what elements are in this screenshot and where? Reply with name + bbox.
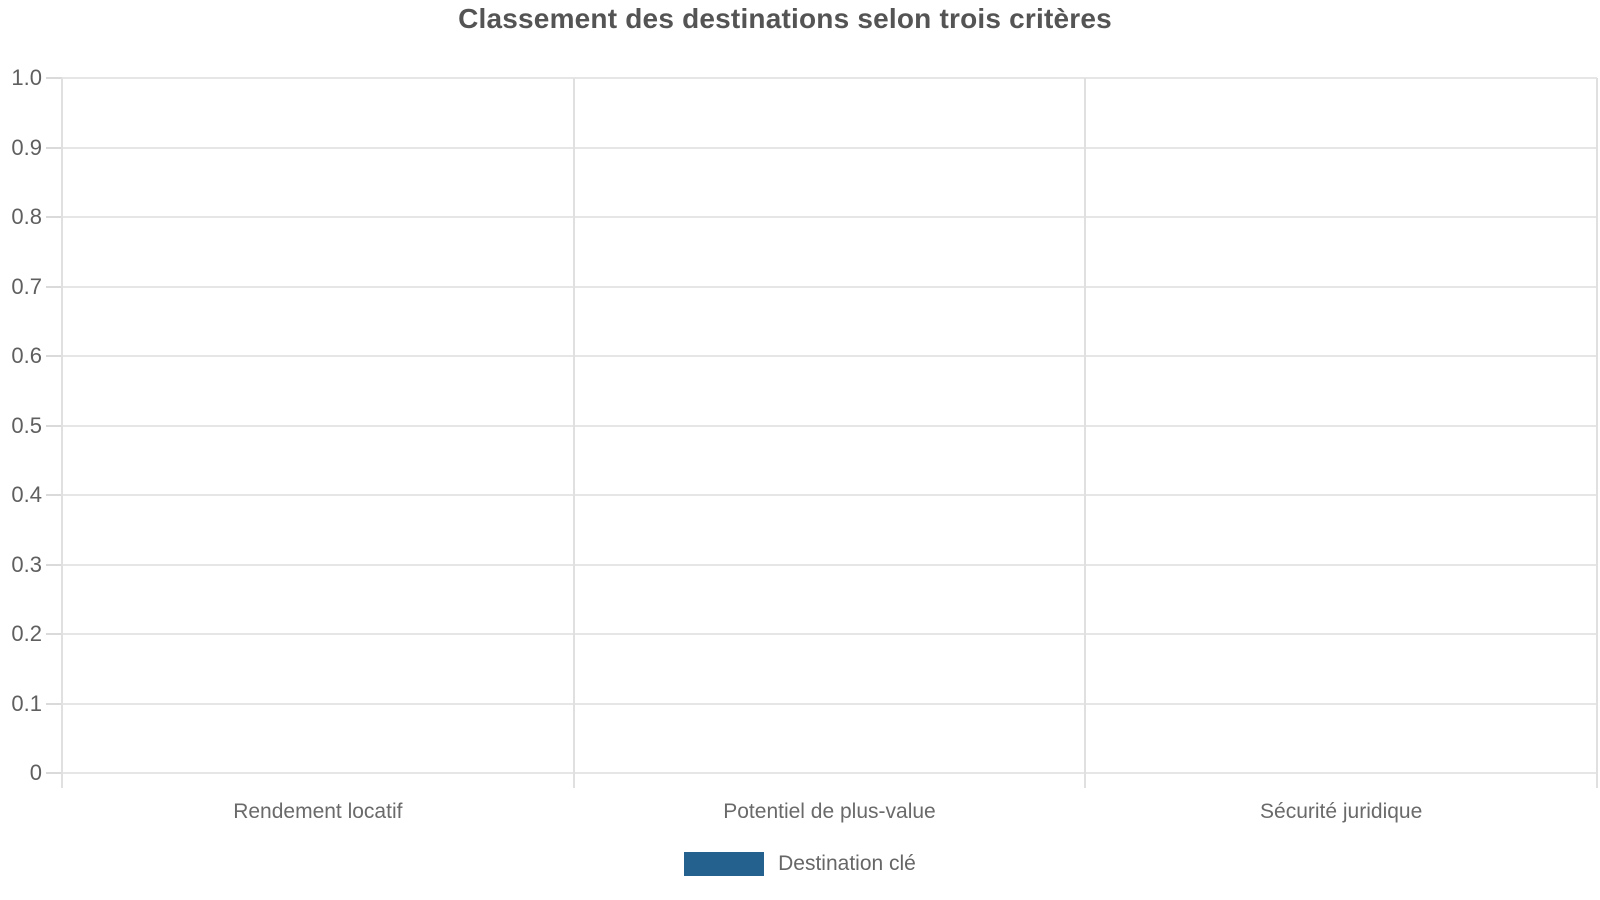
y-axis-label: 0.6 — [11, 343, 42, 368]
legend-swatch — [684, 852, 765, 876]
y-axis-tick — [46, 146, 62, 149]
y-axis-label: 1.0 — [11, 65, 42, 90]
category-divider — [1596, 78, 1598, 788]
y-gridline — [62, 633, 1597, 635]
y-axis-label: 0.3 — [11, 551, 42, 577]
x-axis-label: Sécurité juridique — [1260, 800, 1423, 823]
y-axis-tick — [46, 424, 62, 427]
y-gridline — [62, 216, 1597, 218]
y-gridline — [62, 146, 1597, 149]
y-axis-label: 0.1 — [11, 690, 42, 716]
y-axis-tick — [46, 563, 62, 566]
y-axis-label: 0 — [29, 760, 42, 785]
y-gridline — [62, 702, 1597, 705]
category-divider — [572, 78, 575, 788]
y-axis-tick — [46, 285, 62, 288]
y-axis-label: 0.8 — [11, 204, 42, 229]
y-axis-tick — [46, 494, 62, 496]
y-axis-tick — [46, 772, 62, 774]
y-axis-tick — [46, 216, 62, 218]
y-gridline — [62, 494, 1597, 496]
y-axis-label: 0.5 — [11, 412, 42, 438]
legend: Destination clé — [0, 852, 1600, 876]
legend-label: Destination clé — [778, 852, 916, 875]
x-axis-label: Potentiel de plus-value — [723, 800, 936, 823]
y-gridline — [62, 772, 1597, 774]
y-axis-tick — [46, 702, 62, 705]
y-axis-label: 0.7 — [11, 273, 42, 299]
y-axis-label: 0.4 — [11, 482, 42, 507]
y-gridline — [62, 355, 1597, 357]
y-axis-label: 0.2 — [11, 621, 42, 646]
category-divider — [1084, 78, 1087, 788]
y-axis-line — [61, 78, 63, 788]
chart-title: Classement des destinations selon trois … — [458, 3, 1112, 34]
y-axis-tick — [46, 77, 62, 79]
y-gridline — [62, 77, 1597, 79]
y-axis-label: 0.9 — [11, 134, 42, 160]
y-gridline — [62, 285, 1597, 288]
y-gridline — [62, 424, 1597, 427]
y-axis-tick — [46, 355, 62, 357]
y-axis-tick — [46, 633, 62, 635]
y-gridline — [62, 563, 1597, 566]
x-axis-label: Rendement locatif — [233, 800, 403, 823]
